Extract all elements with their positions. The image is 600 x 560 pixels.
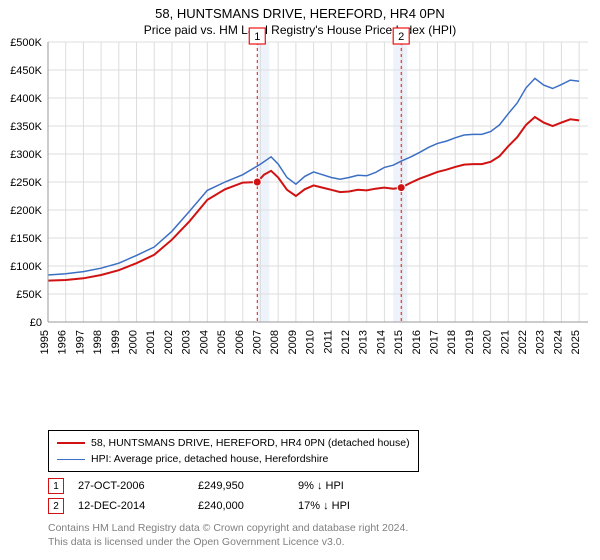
svg-text:£200K: £200K bbox=[10, 205, 42, 217]
line-chart: £0£50K£100K£150K£200K£250K£300K£350K£400… bbox=[48, 42, 588, 372]
svg-text:2016: 2016 bbox=[411, 330, 423, 354]
footer-line-2: This data is licensed under the Open Gov… bbox=[48, 536, 408, 550]
svg-text:2022: 2022 bbox=[517, 330, 529, 354]
svg-text:1996: 1996 bbox=[57, 330, 69, 354]
svg-text:£0: £0 bbox=[30, 317, 42, 329]
svg-text:1995: 1995 bbox=[39, 330, 51, 354]
legend-swatch bbox=[57, 442, 85, 444]
sale-row-1: 1 27-OCT-2006 £249,950 9% ↓ HPI bbox=[48, 476, 350, 496]
footer-line-1: Contains HM Land Registry data © Crown c… bbox=[48, 522, 408, 536]
svg-text:£450K: £450K bbox=[10, 65, 42, 77]
svg-text:2021: 2021 bbox=[499, 330, 511, 354]
sale-price: £249,950 bbox=[198, 480, 298, 492]
sale-marker-icon: 2 bbox=[48, 498, 64, 514]
svg-text:1998: 1998 bbox=[92, 330, 104, 354]
legend-item-hpi: HPI: Average price, detached house, Here… bbox=[57, 451, 410, 467]
legend-swatch bbox=[57, 459, 85, 460]
sale-marker-icon: 1 bbox=[48, 478, 64, 494]
sale-date: 27-OCT-2006 bbox=[78, 480, 198, 492]
svg-text:2018: 2018 bbox=[446, 330, 458, 354]
svg-text:£250K: £250K bbox=[10, 177, 42, 189]
sales-table: 1 27-OCT-2006 £249,950 9% ↓ HPI 2 12-DEC… bbox=[48, 476, 350, 516]
svg-text:2006: 2006 bbox=[234, 330, 246, 354]
legend-label: HPI: Average price, detached house, Here… bbox=[91, 453, 328, 465]
svg-text:2019: 2019 bbox=[464, 330, 476, 354]
chart-subtitle: Price paid vs. HM Land Registry's House … bbox=[0, 21, 600, 37]
svg-text:1999: 1999 bbox=[110, 330, 122, 354]
svg-text:2013: 2013 bbox=[358, 330, 370, 354]
sale-delta: 17% ↓ HPI bbox=[298, 500, 350, 512]
sale-delta: 9% ↓ HPI bbox=[298, 480, 344, 492]
svg-text:2025: 2025 bbox=[570, 330, 582, 354]
svg-text:£50K: £50K bbox=[16, 289, 42, 301]
footer-attribution: Contains HM Land Registry data © Crown c… bbox=[48, 522, 408, 549]
svg-text:£150K: £150K bbox=[10, 233, 42, 245]
chart-title: 58, HUNTSMANS DRIVE, HEREFORD, HR4 0PN bbox=[0, 0, 600, 21]
chart-area: £0£50K£100K£150K£200K£250K£300K£350K£400… bbox=[48, 42, 588, 372]
svg-text:£300K: £300K bbox=[10, 149, 42, 161]
svg-text:2003: 2003 bbox=[181, 330, 193, 354]
svg-text:2024: 2024 bbox=[552, 330, 564, 354]
svg-text:2023: 2023 bbox=[535, 330, 547, 354]
svg-text:2: 2 bbox=[398, 31, 404, 43]
svg-text:£400K: £400K bbox=[10, 93, 42, 105]
svg-text:2008: 2008 bbox=[269, 330, 281, 354]
svg-text:1: 1 bbox=[254, 31, 260, 43]
sale-row-2: 2 12-DEC-2014 £240,000 17% ↓ HPI bbox=[48, 496, 350, 516]
svg-text:2002: 2002 bbox=[163, 330, 175, 354]
svg-text:2001: 2001 bbox=[145, 330, 157, 354]
svg-text:2012: 2012 bbox=[340, 330, 352, 354]
legend-label: 58, HUNTSMANS DRIVE, HEREFORD, HR4 0PN (… bbox=[91, 437, 410, 449]
svg-text:2015: 2015 bbox=[393, 330, 405, 354]
svg-text:2005: 2005 bbox=[216, 330, 228, 354]
sale-date: 12-DEC-2014 bbox=[78, 500, 198, 512]
svg-text:2020: 2020 bbox=[482, 330, 494, 354]
svg-text:£350K: £350K bbox=[10, 121, 42, 133]
svg-text:2014: 2014 bbox=[375, 330, 387, 354]
svg-text:1997: 1997 bbox=[74, 330, 86, 354]
svg-text:2004: 2004 bbox=[198, 330, 210, 354]
svg-text:£500K: £500K bbox=[10, 37, 42, 49]
svg-text:2000: 2000 bbox=[128, 330, 140, 354]
svg-text:2010: 2010 bbox=[305, 330, 317, 354]
legend: 58, HUNTSMANS DRIVE, HEREFORD, HR4 0PN (… bbox=[48, 430, 419, 472]
svg-text:2007: 2007 bbox=[251, 330, 263, 354]
svg-text:£100K: £100K bbox=[10, 261, 42, 273]
sale-price: £240,000 bbox=[198, 500, 298, 512]
legend-item-property: 58, HUNTSMANS DRIVE, HEREFORD, HR4 0PN (… bbox=[57, 435, 410, 451]
svg-text:2017: 2017 bbox=[429, 330, 441, 354]
svg-text:2009: 2009 bbox=[287, 330, 299, 354]
svg-text:2011: 2011 bbox=[322, 330, 334, 354]
